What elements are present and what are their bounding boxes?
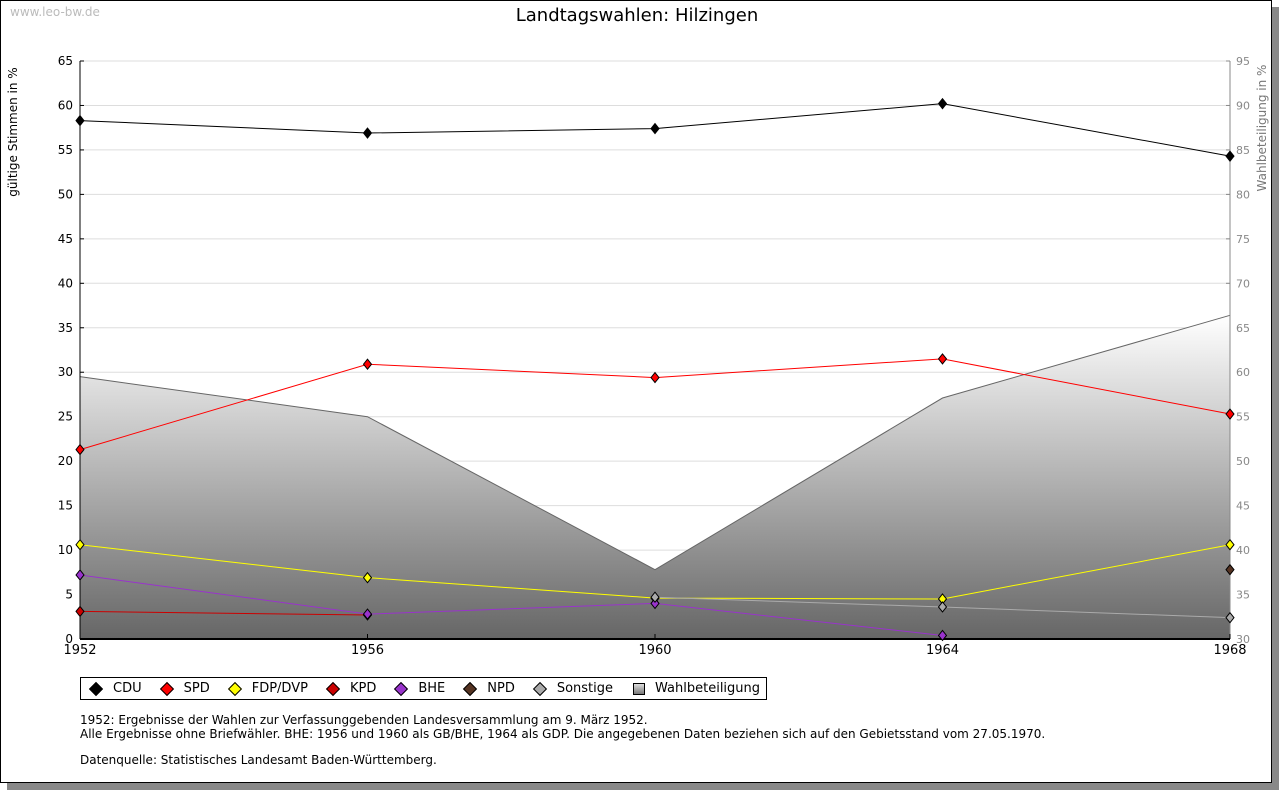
y2-tick-label: 90 xyxy=(1236,99,1250,112)
y2-tick-label: 70 xyxy=(1236,277,1250,290)
point-sonstige xyxy=(650,591,660,604)
point-sonstige xyxy=(1225,611,1235,624)
point-cdu xyxy=(362,127,373,139)
y-tick-label: 25 xyxy=(58,410,73,424)
point-spd xyxy=(937,353,948,365)
y-tick-label: 10 xyxy=(58,543,73,557)
legend-marker-icon xyxy=(88,681,104,696)
line-kpd xyxy=(79,610,368,616)
y-tick-label: 40 xyxy=(58,276,73,290)
legend-item-npd: NPD xyxy=(459,681,515,696)
watermark: www.leo-bw.de xyxy=(10,5,100,19)
legend-label: Sonstige xyxy=(556,681,614,696)
legend-marker-icon xyxy=(227,681,242,696)
point-npd xyxy=(1225,563,1235,576)
y2-tick-label: 45 xyxy=(1236,500,1250,513)
y-tick-label: 15 xyxy=(58,499,73,513)
legend-label: SPD xyxy=(183,681,210,696)
note-general: Alle Ergebnisse ohne Briefwähler. BHE: 1… xyxy=(80,727,1046,741)
point-sonstige xyxy=(937,601,948,613)
x-tick-label: 1960 xyxy=(638,643,671,658)
legend-item-cdu: CDU xyxy=(85,681,142,696)
legend-marker-icon xyxy=(159,681,174,696)
point-spd xyxy=(362,358,373,371)
legend-label: BHE xyxy=(418,681,446,696)
y2-tick-label: 35 xyxy=(1236,589,1250,602)
y2-tick-label: 40 xyxy=(1236,544,1250,557)
point-spd xyxy=(75,443,85,456)
legend-item-bhe: BHE xyxy=(390,681,445,696)
legend-label: CDU xyxy=(113,681,142,696)
legend-label: FDP/DVP xyxy=(251,681,308,696)
point-bhe xyxy=(362,608,373,620)
y-tick-label: 55 xyxy=(58,143,73,157)
legend-item-spd: SPD xyxy=(156,681,210,696)
y2-tick-label: 80 xyxy=(1236,188,1250,201)
line-bhe xyxy=(79,574,943,636)
legend-label: NPD xyxy=(487,681,515,696)
point-cdu xyxy=(650,122,660,135)
point-bhe xyxy=(937,629,948,642)
y2-tick-label: 55 xyxy=(1236,411,1250,424)
y2-tick-label: 60 xyxy=(1236,366,1250,379)
y2-tick-label: 65 xyxy=(1236,322,1250,335)
legend-item-sonstige: Sonstige xyxy=(529,681,613,696)
legend: CDU SPD FDP/DVP KPD BHE NPD Sonstige Wahlbeteil… xyxy=(80,677,768,700)
y2-tick-label: 95 xyxy=(1236,55,1250,68)
y-tick-label: 20 xyxy=(58,454,73,468)
point-bhe xyxy=(75,569,85,581)
legend-marker-icon xyxy=(394,681,409,696)
note-source: Datenquelle: Statistisches Landesamt Bad… xyxy=(80,753,437,767)
area-wahlbeteiligung xyxy=(80,315,1230,639)
y-tick-label: 65 xyxy=(58,54,73,68)
chart-title: Landtagswahlen: Hilzingen xyxy=(515,5,759,26)
point-bhe xyxy=(650,597,660,610)
y-axis-label: gültige Stimmen in % xyxy=(6,67,20,196)
legend-label: Wahlbeteiligung xyxy=(655,681,761,696)
point-cdu xyxy=(75,114,85,127)
point-cdu xyxy=(1225,150,1235,162)
y-tick-label: 0 xyxy=(65,632,73,646)
y-tick-label: 60 xyxy=(58,98,73,112)
legend-item-kpd: KPD xyxy=(322,681,376,696)
point-kpd xyxy=(75,605,85,618)
legend-marker-icon xyxy=(463,681,478,696)
point-fdpdvp xyxy=(75,538,85,551)
point-spd xyxy=(650,371,660,384)
point-fdpdvp xyxy=(362,571,373,584)
y-tick-label: 35 xyxy=(58,321,73,335)
notes: 1952: Ergebnisse der Wahlen zur Verfassu… xyxy=(80,713,1045,767)
y-tick-label: 50 xyxy=(58,187,73,201)
y-tick-label: 5 xyxy=(65,588,73,602)
x-tick-label: 1968 xyxy=(1213,643,1246,658)
y2-tick-label: 85 xyxy=(1236,144,1250,157)
x-tick-label: 1952 xyxy=(63,643,96,658)
legend-item-fdpdvp: FDP/DVP xyxy=(224,681,308,696)
legend-marker-icon xyxy=(532,681,547,696)
point-spd xyxy=(1225,408,1235,420)
x-tick-label: 1964 xyxy=(926,643,959,658)
y2-tick-label: 30 xyxy=(1236,633,1250,646)
point-cdu xyxy=(937,97,948,110)
x-tick-label: 1956 xyxy=(351,643,384,658)
y2-tick-label: 50 xyxy=(1236,455,1250,468)
legend-label: KPD xyxy=(349,681,377,696)
area-line-wahlbeteiligung xyxy=(79,314,1231,571)
y-tick-label: 30 xyxy=(58,365,73,379)
y-tick-label: 45 xyxy=(58,232,73,246)
note-1952: 1952: Ergebnisse der Wahlen zur Verfassu… xyxy=(80,713,648,727)
y2-tick-label: 75 xyxy=(1236,233,1250,246)
y2-axis-label: Wahlbeteiligung in % xyxy=(1255,65,1269,192)
point-fdpdvp xyxy=(1225,538,1235,551)
legend-item-wahlbeteiligung: Wahlbeteiligung xyxy=(627,681,760,696)
legend-area-icon xyxy=(633,682,646,695)
legend-marker-icon xyxy=(325,681,341,696)
